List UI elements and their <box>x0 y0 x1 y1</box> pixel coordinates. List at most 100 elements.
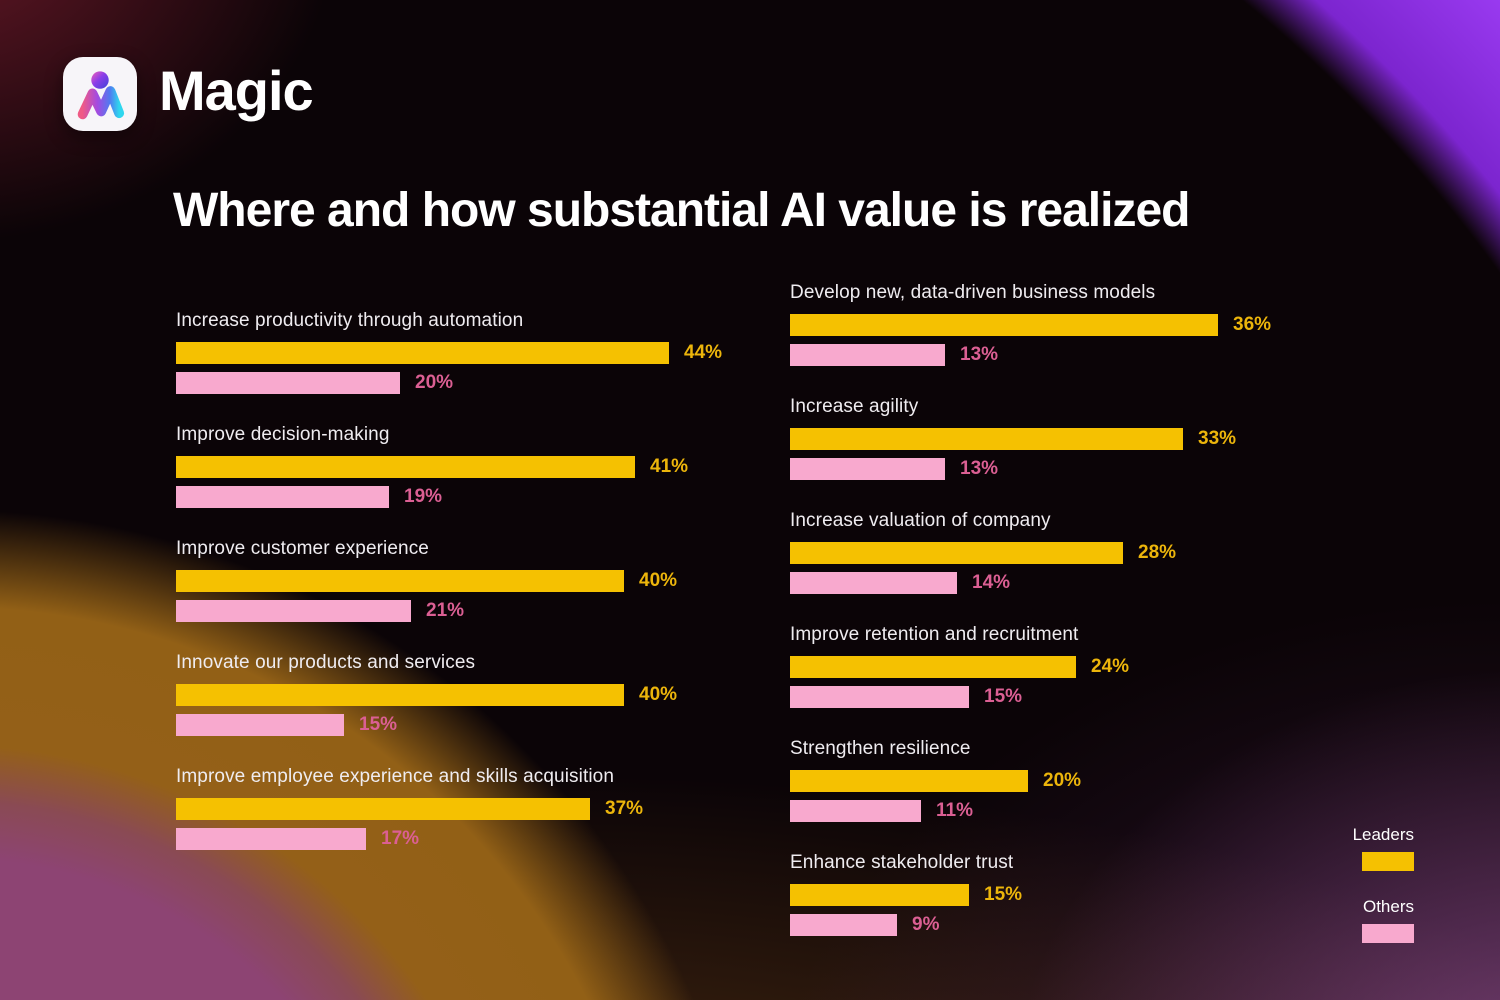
legend-others-label: Others <box>1362 897 1414 916</box>
leaders-value-label: 40% <box>639 570 678 591</box>
others-bar-row: 19% <box>176 486 776 508</box>
chart-group: Increase agility 33% 13% <box>790 396 1390 480</box>
others-value-label: 21% <box>426 600 465 621</box>
others-value-label: 19% <box>404 486 443 507</box>
others-value-label: 17% <box>381 828 420 849</box>
group-label: Enhance stakeholder trust <box>790 852 1014 873</box>
others-bar <box>176 828 366 850</box>
group-label: Improve employee experience and skills a… <box>176 766 615 787</box>
brand-name: Magic <box>159 59 314 122</box>
leaders-value-label: 37% <box>605 798 644 819</box>
leaders-value-label: 36% <box>1233 314 1272 335</box>
others-bar-row: 9% <box>790 914 1390 936</box>
leaders-bar-row: 33% <box>790 428 1390 450</box>
leaders-bar <box>790 884 969 906</box>
others-value-label: 20% <box>415 372 454 393</box>
others-value-label: 13% <box>960 458 999 479</box>
chart-group: Enhance stakeholder trust 15% 9% <box>790 852 1390 936</box>
group-label: Increase agility <box>790 396 919 417</box>
leaders-bar-row: 37% <box>176 798 776 820</box>
leaders-bar-row: 41% <box>176 456 776 478</box>
others-bar-row: 13% <box>790 344 1390 366</box>
others-bar-row: 21% <box>176 600 776 622</box>
chart-group: Improve decision-making 41% 19% <box>176 424 776 508</box>
leaders-value-label: 28% <box>1138 542 1177 563</box>
leaders-bar-row: 40% <box>176 570 776 592</box>
group-label: Develop new, data-driven business models <box>790 282 1156 303</box>
group-label: Increase valuation of company <box>790 510 1051 531</box>
group-label: Increase productivity through automation <box>176 310 524 331</box>
leaders-bar-row: 36% <box>790 314 1390 336</box>
leaders-bar-row: 24% <box>790 656 1390 678</box>
magic-m-logo-icon <box>63 57 137 131</box>
chart-group: Innovate our products and services 40% 15% <box>176 652 776 736</box>
others-bar <box>790 572 957 594</box>
chart-group: Improve retention and recruitment 24% 15% <box>790 624 1390 708</box>
others-bar <box>790 686 969 708</box>
leaders-value-label: 15% <box>984 884 1023 905</box>
others-bar-row: 15% <box>790 686 1390 708</box>
legend-leaders-label: Leaders <box>1352 825 1414 844</box>
leaders-bar-row: 15% <box>790 884 1390 906</box>
others-bar-row: 14% <box>790 572 1390 594</box>
others-bar <box>790 458 945 480</box>
leaders-value-label: 24% <box>1091 656 1130 677</box>
legend-leaders-swatch <box>1362 852 1414 871</box>
leaders-bar <box>790 428 1183 450</box>
chart-group: Increase valuation of company 28% 14% <box>790 510 1390 594</box>
others-value-label: 13% <box>960 344 999 365</box>
leaders-bar <box>176 798 590 820</box>
others-value-label: 15% <box>984 686 1023 707</box>
others-bar <box>176 372 400 394</box>
chart-group: Strengthen resilience 20% 11% <box>790 738 1390 822</box>
others-bar-row: 20% <box>176 372 776 394</box>
leaders-bar <box>790 542 1123 564</box>
others-bar <box>176 600 411 622</box>
others-value-label: 11% <box>936 800 973 821</box>
leaders-bar <box>176 570 624 592</box>
others-bar <box>790 344 945 366</box>
chart-column-left: Increase productivity through automation… <box>176 310 776 850</box>
group-label: Improve customer experience <box>176 538 429 559</box>
leaders-bar <box>790 656 1076 678</box>
chart-group: Increase productivity through automation… <box>176 310 776 394</box>
group-label: Improve retention and recruitment <box>790 624 1079 645</box>
others-bar-row: 17% <box>176 828 776 850</box>
others-bar <box>790 914 897 936</box>
leaders-value-label: 33% <box>1198 428 1237 449</box>
leaders-bar-row: 44% <box>176 342 776 364</box>
leaders-bar-row: 20% <box>790 770 1390 792</box>
leaders-value-label: 44% <box>684 342 723 363</box>
group-label: Innovate our products and services <box>176 652 476 673</box>
legend-others-swatch <box>1362 924 1414 943</box>
legend: Leaders Others <box>1348 824 1414 943</box>
chart-group: Develop new, data-driven business models… <box>790 282 1390 366</box>
others-bar-row: 11% <box>790 800 1390 822</box>
leaders-bar-row: 28% <box>790 542 1390 564</box>
others-bar <box>176 714 344 736</box>
leaders-bar <box>176 342 669 364</box>
leaders-bar <box>176 684 624 706</box>
leaders-bar-row: 40% <box>176 684 776 706</box>
others-value-label: 14% <box>972 572 1011 593</box>
leaders-bar <box>790 770 1028 792</box>
legend-item-others: Others <box>1362 896 1414 943</box>
others-bar-row: 15% <box>176 714 776 736</box>
leaders-value-label: 20% <box>1043 770 1082 791</box>
chart-column-right: Develop new, data-driven business models… <box>790 282 1390 936</box>
others-value-label: 9% <box>912 914 940 935</box>
others-bar <box>176 486 389 508</box>
legend-item-leaders: Leaders <box>1353 824 1414 871</box>
others-bar-row: 13% <box>790 458 1390 480</box>
leaders-bar <box>790 314 1218 336</box>
others-bar <box>790 800 921 822</box>
group-label: Improve decision-making <box>176 424 390 445</box>
leaders-value-label: 40% <box>639 684 678 705</box>
leaders-value-label: 41% <box>650 456 689 477</box>
leaders-bar <box>176 456 635 478</box>
group-label: Strengthen resilience <box>790 738 971 759</box>
page-title: Where and how substantial AI value is re… <box>173 184 1190 237</box>
chart-group: Improve employee experience and skills a… <box>176 766 776 850</box>
chart-group: Improve customer experience 40% 21% <box>176 538 776 622</box>
